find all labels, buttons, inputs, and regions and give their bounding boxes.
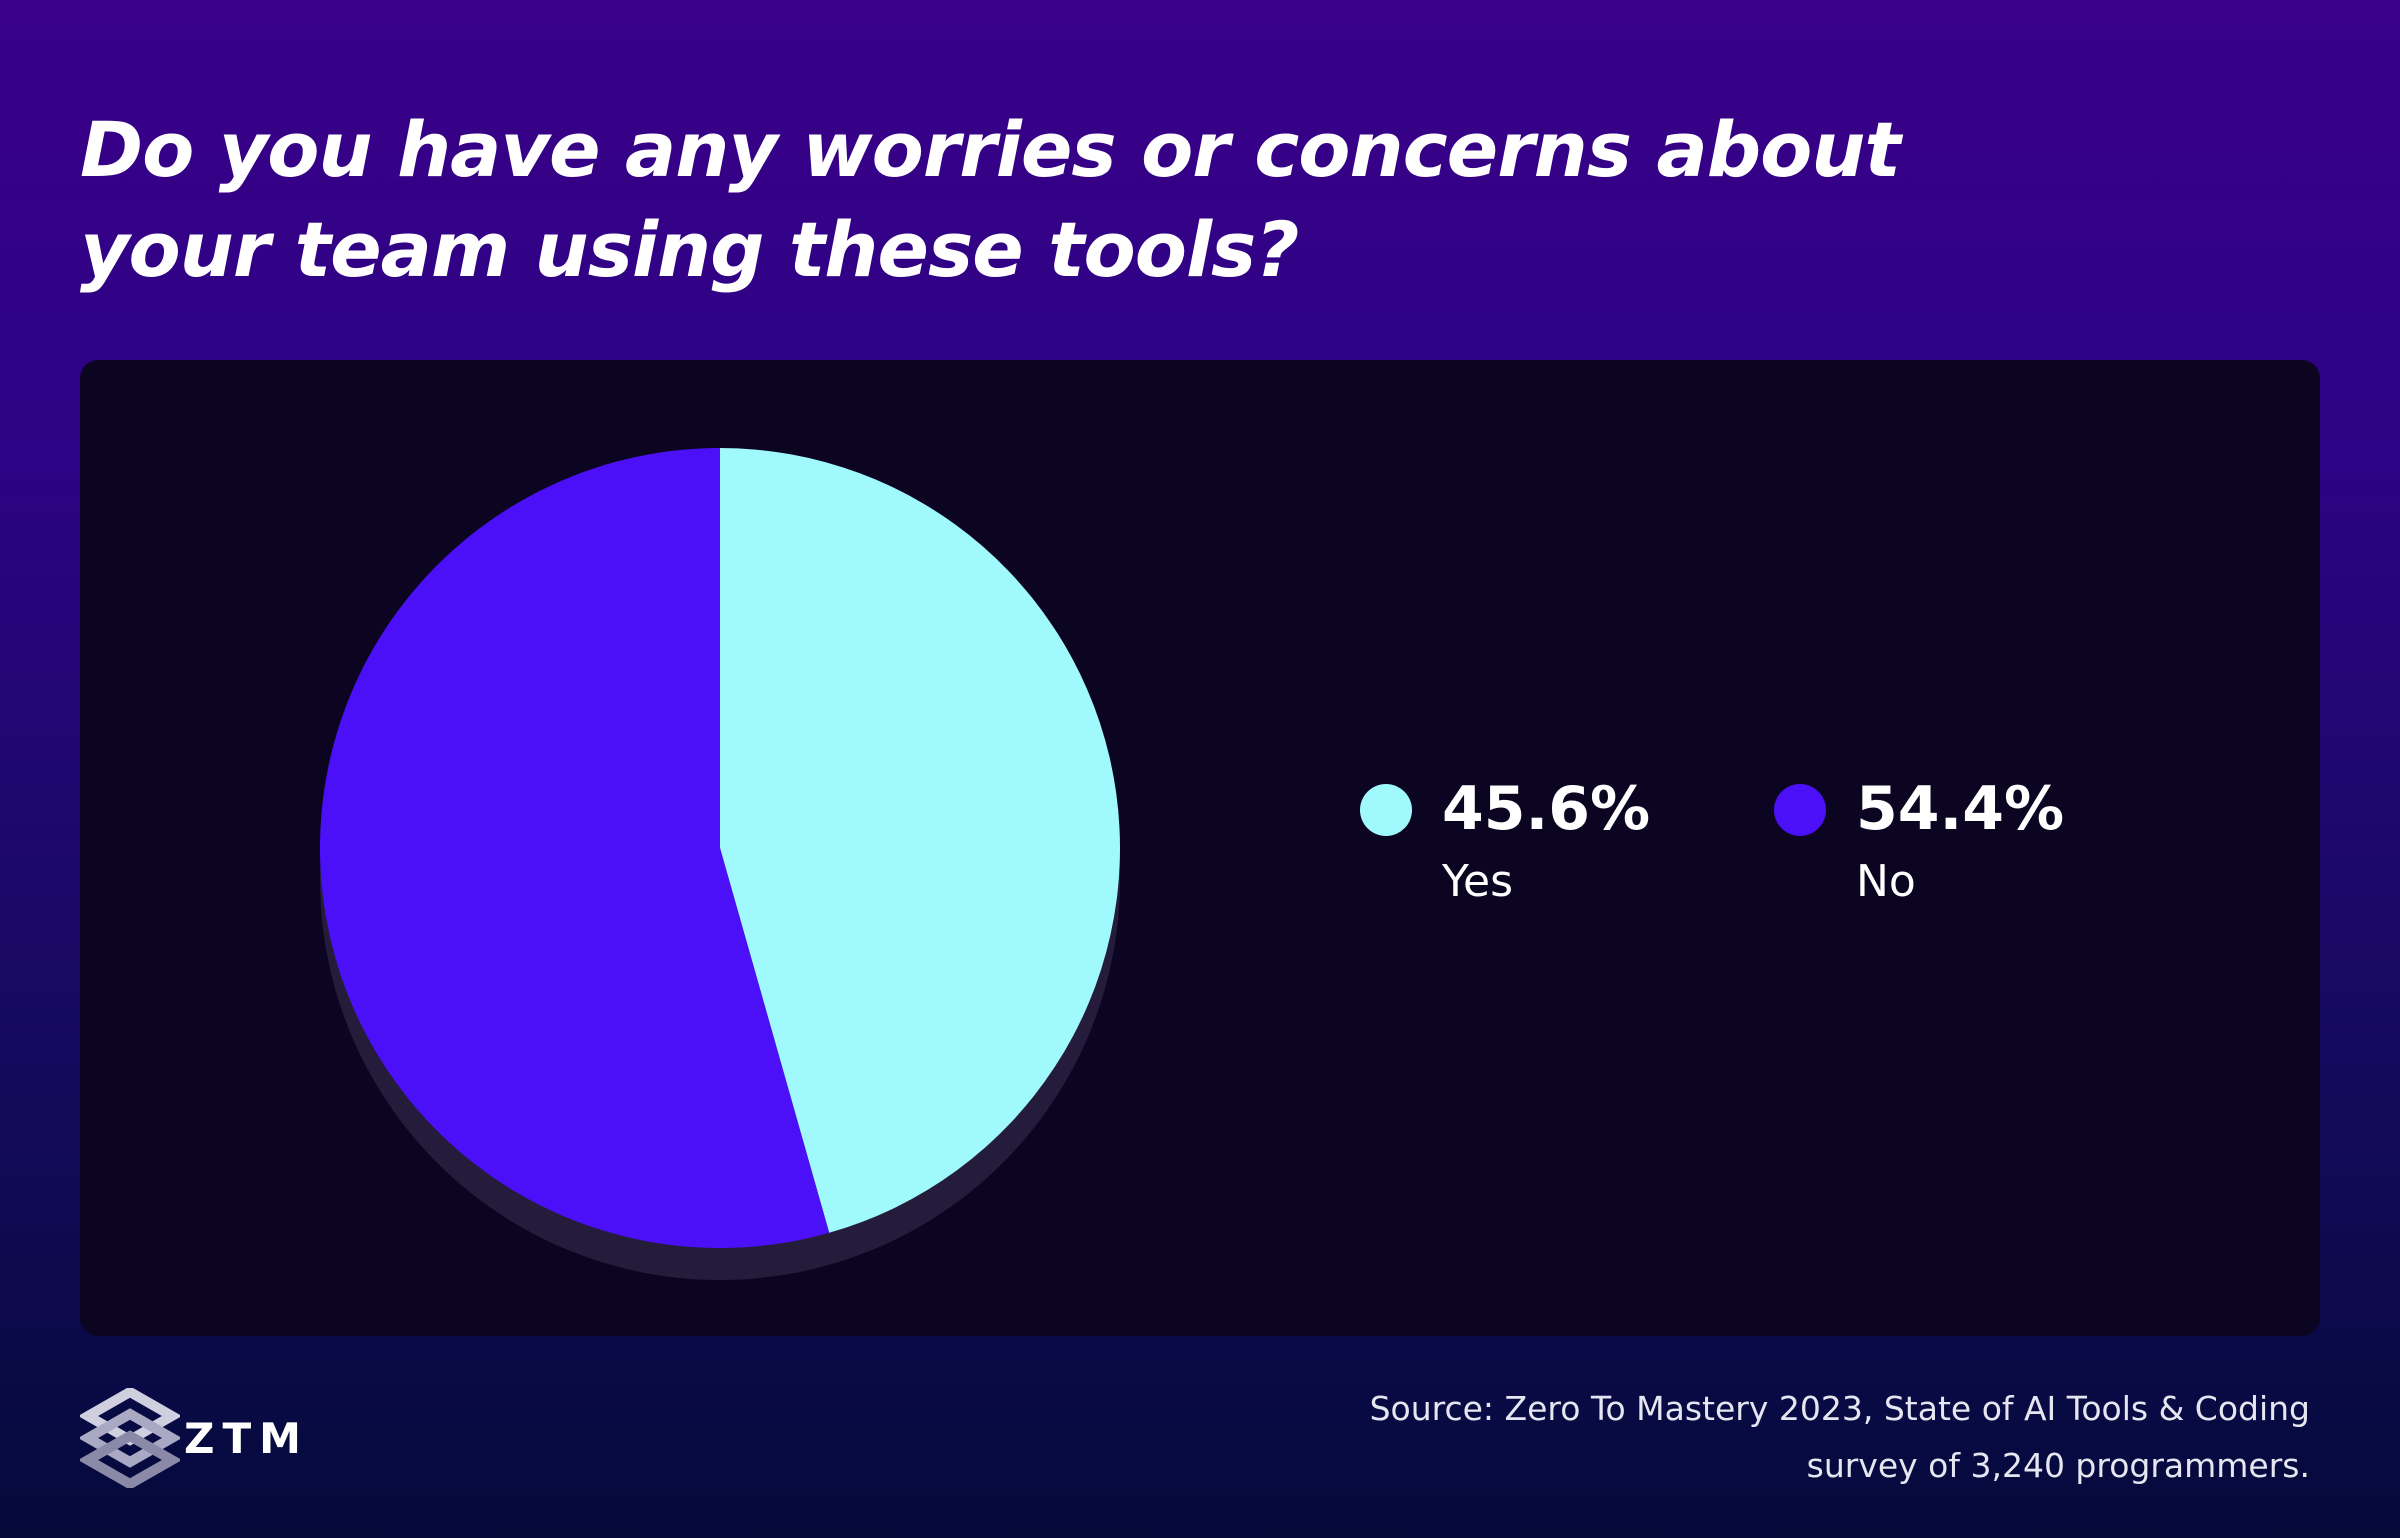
logo-text: ZTM — [184, 1414, 309, 1463]
legend-swatch-no — [1774, 784, 1826, 836]
pie-slice-no — [319, 448, 830, 1248]
ztm-logo[interactable]: ZTM — [77, 1386, 301, 1490]
chart-legend: 45.6% Yes 54.4% No — [80, 774, 2320, 920]
chart-panel: 45.6% Yes 54.4% No — [80, 360, 2320, 1336]
legend-label-no: No — [1856, 856, 1916, 907]
pie-chart — [319, 448, 1120, 1280]
chart-title: Do you have any worries or concerns abou… — [80, 105, 1901, 294]
ztm-logo-icon — [77, 1386, 183, 1490]
legend-value-yes: 45.6% — [1442, 774, 1651, 844]
legend-label-yes: Yes — [1442, 856, 1514, 907]
legend-value-no: 54.4% — [1856, 774, 2065, 844]
source-line-1: Source: Zero To Mastery 2023, State of A… — [1369, 1389, 2310, 1428]
source-note: Source: Zero To Mastery 2023, State of A… — [1310, 1380, 2310, 1494]
pie-slice-yes — [720, 448, 1120, 1233]
source-line-2: survey of 3,240 programmers. — [1806, 1446, 2310, 1485]
legend-swatch-yes — [1360, 784, 1412, 836]
